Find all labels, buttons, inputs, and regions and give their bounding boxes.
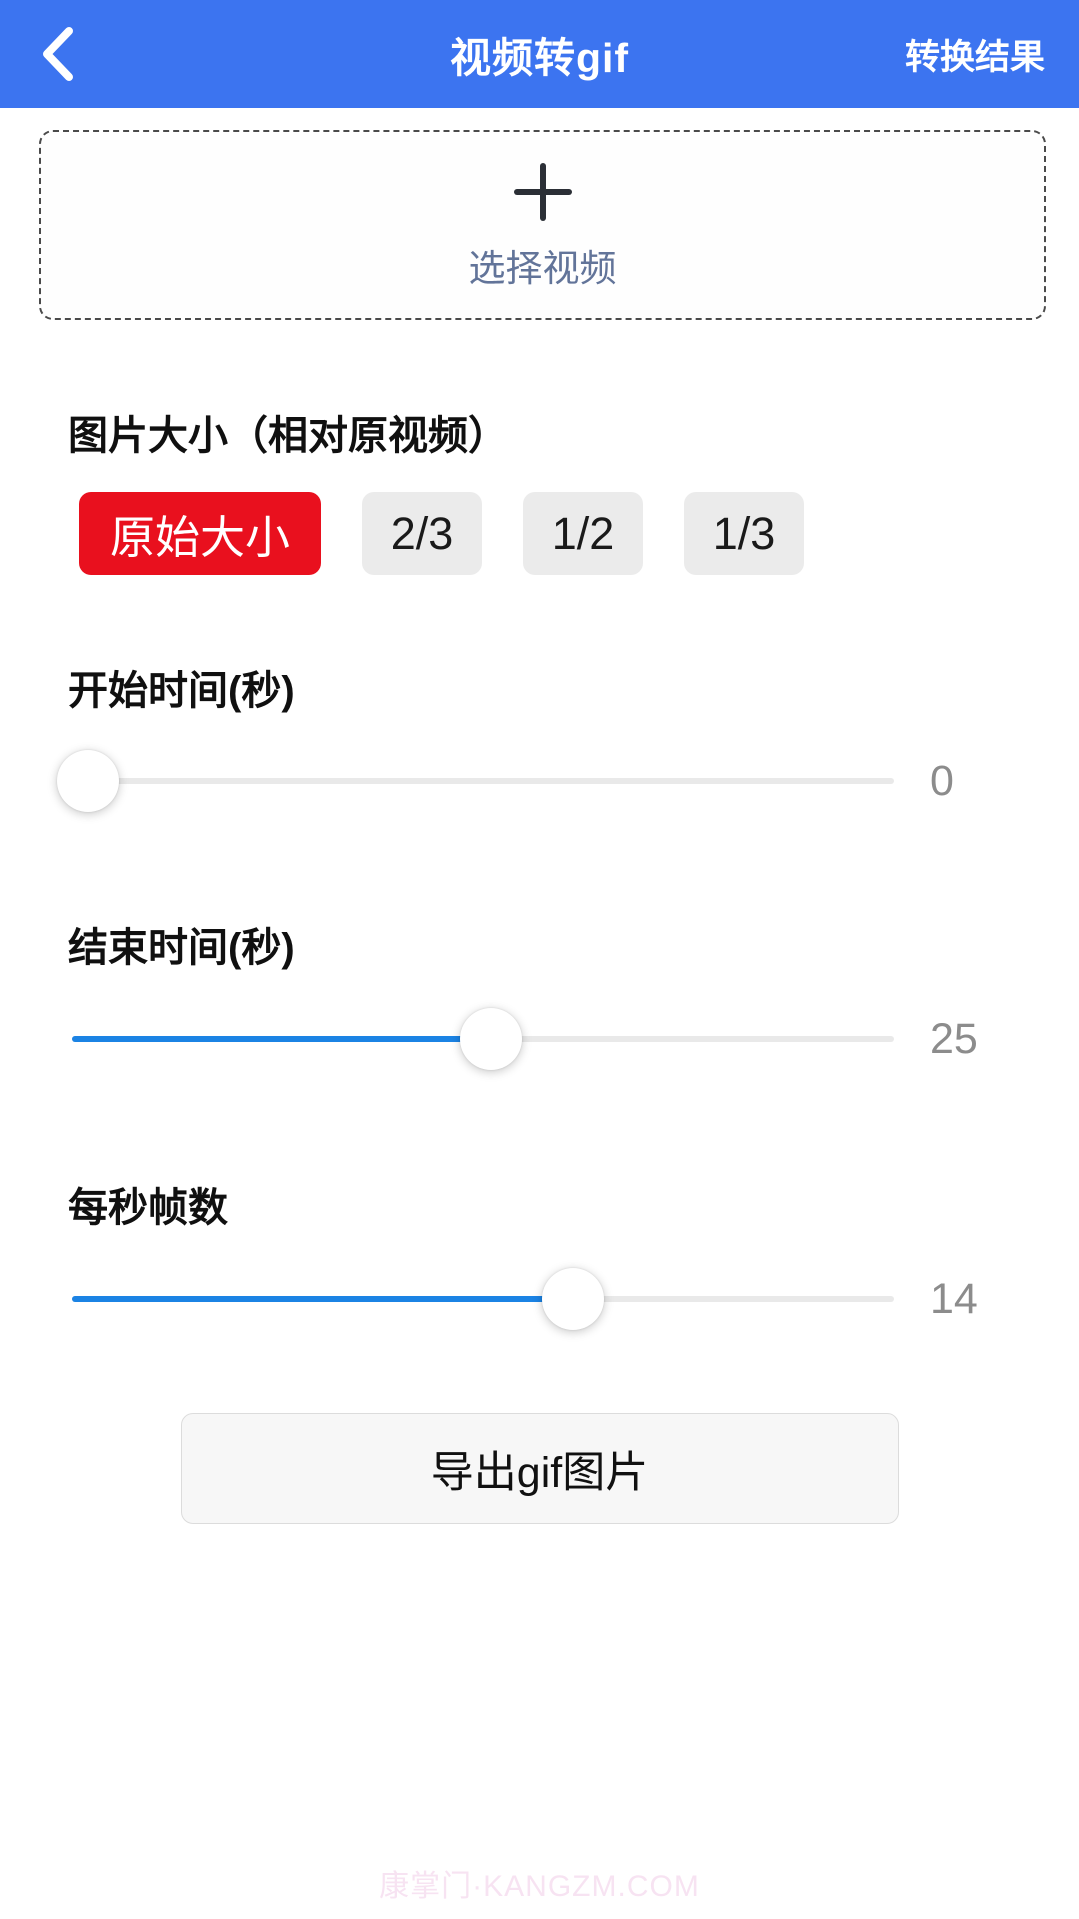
start-time-slider-row: 0	[0, 750, 1079, 812]
select-video-dropzone[interactable]: 选择视频	[39, 130, 1046, 320]
fps-slider-thumb[interactable]	[542, 1268, 605, 1330]
size-options-row: 原始大小 2/3 1/2 1/3	[79, 492, 1079, 575]
start-time-value: 0	[930, 756, 954, 805]
end-time-slider-track[interactable]	[72, 1008, 894, 1070]
page-title: 视频转gif	[449, 35, 630, 81]
end-time-slider-row: 25	[0, 1008, 1079, 1070]
size-option-two-thirds[interactable]: 2/3	[362, 492, 483, 575]
conversion-results-button[interactable]: 转换结果	[904, 37, 1045, 77]
header-bar: 视频转gif 转换结果	[0, 0, 1079, 108]
fps-value: 14	[930, 1274, 978, 1323]
fps-slider-row: 14	[0, 1268, 1079, 1330]
start-time-slider-thumb[interactable]	[57, 750, 120, 812]
fps-slider-track[interactable]	[72, 1268, 894, 1330]
end-time-slider-fill	[72, 1036, 492, 1042]
end-time-label: 结束时间(秒)	[68, 926, 295, 970]
chevron-left-icon	[43, 27, 73, 81]
start-time-slider-track[interactable]	[57, 750, 894, 812]
end-time-value: 25	[930, 1014, 978, 1063]
size-option-half[interactable]: 1/2	[523, 492, 644, 575]
back-button[interactable]	[22, 0, 92, 108]
image-size-label: 图片大小（相对原视频）	[68, 414, 508, 458]
size-option-third[interactable]: 1/3	[684, 492, 805, 575]
export-gif-button[interactable]: 导出gif图片	[180, 1413, 899, 1524]
plus-icon	[513, 163, 572, 221]
select-video-label: 选择视频	[468, 248, 617, 289]
end-time-slider-thumb[interactable]	[460, 1008, 523, 1070]
size-option-original[interactable]: 原始大小	[79, 492, 322, 575]
fps-label: 每秒帧数	[68, 1186, 228, 1230]
fps-slider-fill	[72, 1296, 574, 1302]
start-time-label: 开始时间(秒)	[68, 669, 295, 713]
watermark: 康掌门·KANGZM.COM	[379, 1870, 700, 1903]
